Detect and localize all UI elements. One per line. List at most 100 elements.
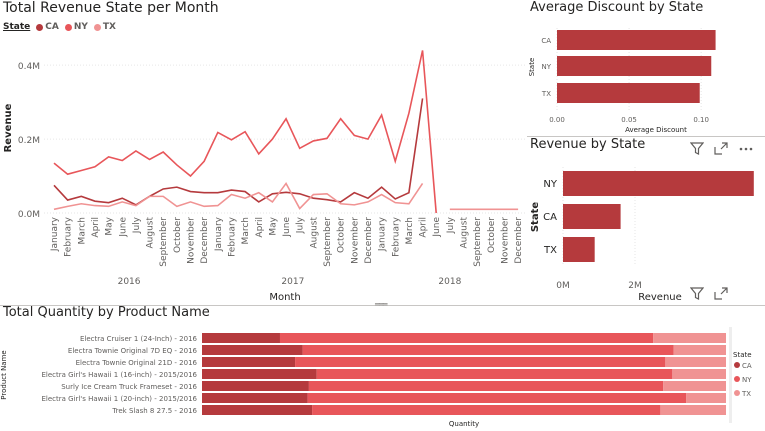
x-tick-label: January — [214, 216, 224, 252]
quantity-bar-segment-ca — [202, 357, 296, 367]
quantity-bar-segment-tx — [686, 393, 726, 403]
legend-item-ca[interactable]: CA — [36, 22, 59, 32]
year-label: 2018 — [438, 277, 461, 287]
revenue-chart-title: Revenue by State — [530, 137, 646, 152]
x-tick-label: 0M — [556, 281, 570, 291]
legend-dot-tx — [734, 390, 740, 396]
y-tick-label: 0.4M — [18, 62, 40, 72]
x-tick-label: 0.05 — [621, 116, 637, 124]
series-line-ny — [53, 50, 437, 214]
revenue-bar-tx — [563, 237, 595, 262]
x-tick-label: June — [432, 217, 442, 238]
quantity-bar-segment-ca — [202, 333, 280, 343]
y-tick-label: Surly Ice Cream Truck Frameset - 2016 — [61, 383, 197, 391]
x-tick-label: May — [268, 216, 278, 235]
x-tick-label: March — [241, 217, 251, 244]
quantity-bar-segment-ca — [202, 381, 309, 391]
filter-icon[interactable] — [689, 142, 705, 159]
y-tick-label: Electra Cruiser 1 (24-Inch) - 2016 — [80, 335, 198, 343]
x-tick-label: July — [132, 216, 142, 234]
x-tick-label: November — [500, 217, 510, 264]
line-chart-title: Total Revenue State per Month — [3, 0, 219, 16]
year-label: 2017 — [281, 277, 304, 287]
more-options-icon[interactable] — [738, 142, 754, 159]
x-tick-label: February — [64, 216, 74, 257]
legend-item-ny[interactable]: NY — [64, 22, 88, 32]
x-tick-label: February — [391, 216, 401, 257]
discount-chart-title: Average Discount by State — [530, 0, 704, 15]
x-tick-label: October — [337, 217, 347, 253]
y-axis-title: Revenue — [3, 103, 14, 152]
discount-bar-ca — [557, 30, 716, 50]
x-tick-label: August — [460, 217, 470, 249]
x-tick-label: October — [173, 217, 183, 253]
quantity-bar-segment-ca — [202, 393, 308, 403]
y-tick-label: Electra Girl's Hawaii 1 (16-inch) - 2015… — [41, 371, 197, 379]
x-tick-label: August — [146, 217, 156, 249]
quantity-bar-segment-ny — [316, 369, 673, 379]
x-tick-label: 2M — [628, 281, 642, 291]
legend-item-tx: TX — [741, 390, 751, 398]
x-tick-label: September — [159, 217, 169, 267]
quantity-bar-segment-ny — [307, 393, 687, 403]
x-tick-label: January — [378, 216, 388, 252]
legend-dot-ca — [734, 362, 740, 368]
revenue-bar-chart: 0M 2M NY CA TX State Revenue — [530, 167, 754, 303]
quantity-bar-segment-ny — [302, 345, 674, 355]
quantity-bar-segment-ny — [279, 333, 654, 343]
legend-title: State — [3, 22, 31, 32]
quantity-bar-segment-ca — [202, 369, 317, 379]
x-tick-label: September — [323, 217, 333, 267]
quantity-bar-segment-ny — [295, 357, 666, 367]
y-tick-label: Electra Girl's Hawaii 1 (20-inch) - 2015… — [41, 395, 197, 403]
quantity-bar-segment-ny — [308, 381, 664, 391]
legend-item-tx[interactable]: TX — [93, 22, 116, 32]
revenue-bar-ny — [563, 171, 754, 196]
y-tick-label: Electra Townie Original 21D - 2016 — [76, 359, 198, 367]
focus-mode-icon[interactable] — [714, 142, 728, 159]
panel-separator — [527, 136, 765, 137]
x-tick-label: April — [255, 217, 265, 238]
x-tick-label: September — [473, 217, 483, 267]
discount-bar-ny — [557, 56, 712, 76]
x-tick-label: August — [309, 217, 319, 249]
y-tick-label: 0.0M — [18, 210, 40, 220]
resize-grip[interactable]: ═══ — [375, 300, 387, 309]
focus-mode-icon[interactable] — [714, 287, 728, 304]
legend-item-ny: NY — [742, 376, 752, 384]
y-tick-label: CA — [543, 212, 557, 223]
quantity-bar-segment-tx — [673, 345, 726, 355]
x-tick-label: November — [187, 217, 197, 264]
quantity-stacked-bar-chart: Electra Cruiser 1 (24-Inch) - 2016 Electr… — [0, 327, 752, 428]
quantity-chart-title: Total Quantity by Product Name — [3, 305, 210, 320]
legend-dot-ny — [734, 376, 740, 382]
quantity-bar-segment-tx — [653, 333, 726, 343]
x-tick-label: 0.10 — [693, 116, 709, 124]
x-axis-title: Month — [269, 292, 300, 303]
panel-separator — [0, 305, 765, 306]
x-tick-label: July — [296, 216, 306, 234]
quantity-bar-segment-ca — [202, 345, 303, 355]
filter-icon[interactable] — [689, 287, 705, 304]
x-tick-label: April — [419, 217, 429, 238]
x-tick-label: 0.00 — [549, 116, 565, 124]
quantity-bar-segment-tx — [660, 405, 726, 415]
y-axis-title: Product Name — [0, 350, 8, 399]
y-tick-label: 0.2M — [18, 136, 40, 146]
x-tick-label: March — [77, 217, 87, 244]
quantity-bar-segment-tx — [663, 381, 726, 391]
x-tick-label: December — [514, 217, 524, 264]
y-tick-label: CA — [541, 37, 551, 45]
x-tick-label: July — [446, 216, 456, 234]
legend-title: State — [733, 351, 752, 359]
x-tick-label: December — [364, 217, 374, 264]
x-axis-title: Average Discount — [625, 126, 687, 134]
scrollbar-track — [729, 327, 732, 423]
legend-item-ca: CA — [742, 362, 752, 370]
y-axis-title: State — [528, 58, 536, 77]
x-tick-label: January — [50, 216, 60, 252]
x-tick-label: June — [118, 217, 128, 238]
x-tick-label: April — [91, 217, 101, 238]
line-chart-legend: State CA NY TX — [3, 22, 116, 32]
